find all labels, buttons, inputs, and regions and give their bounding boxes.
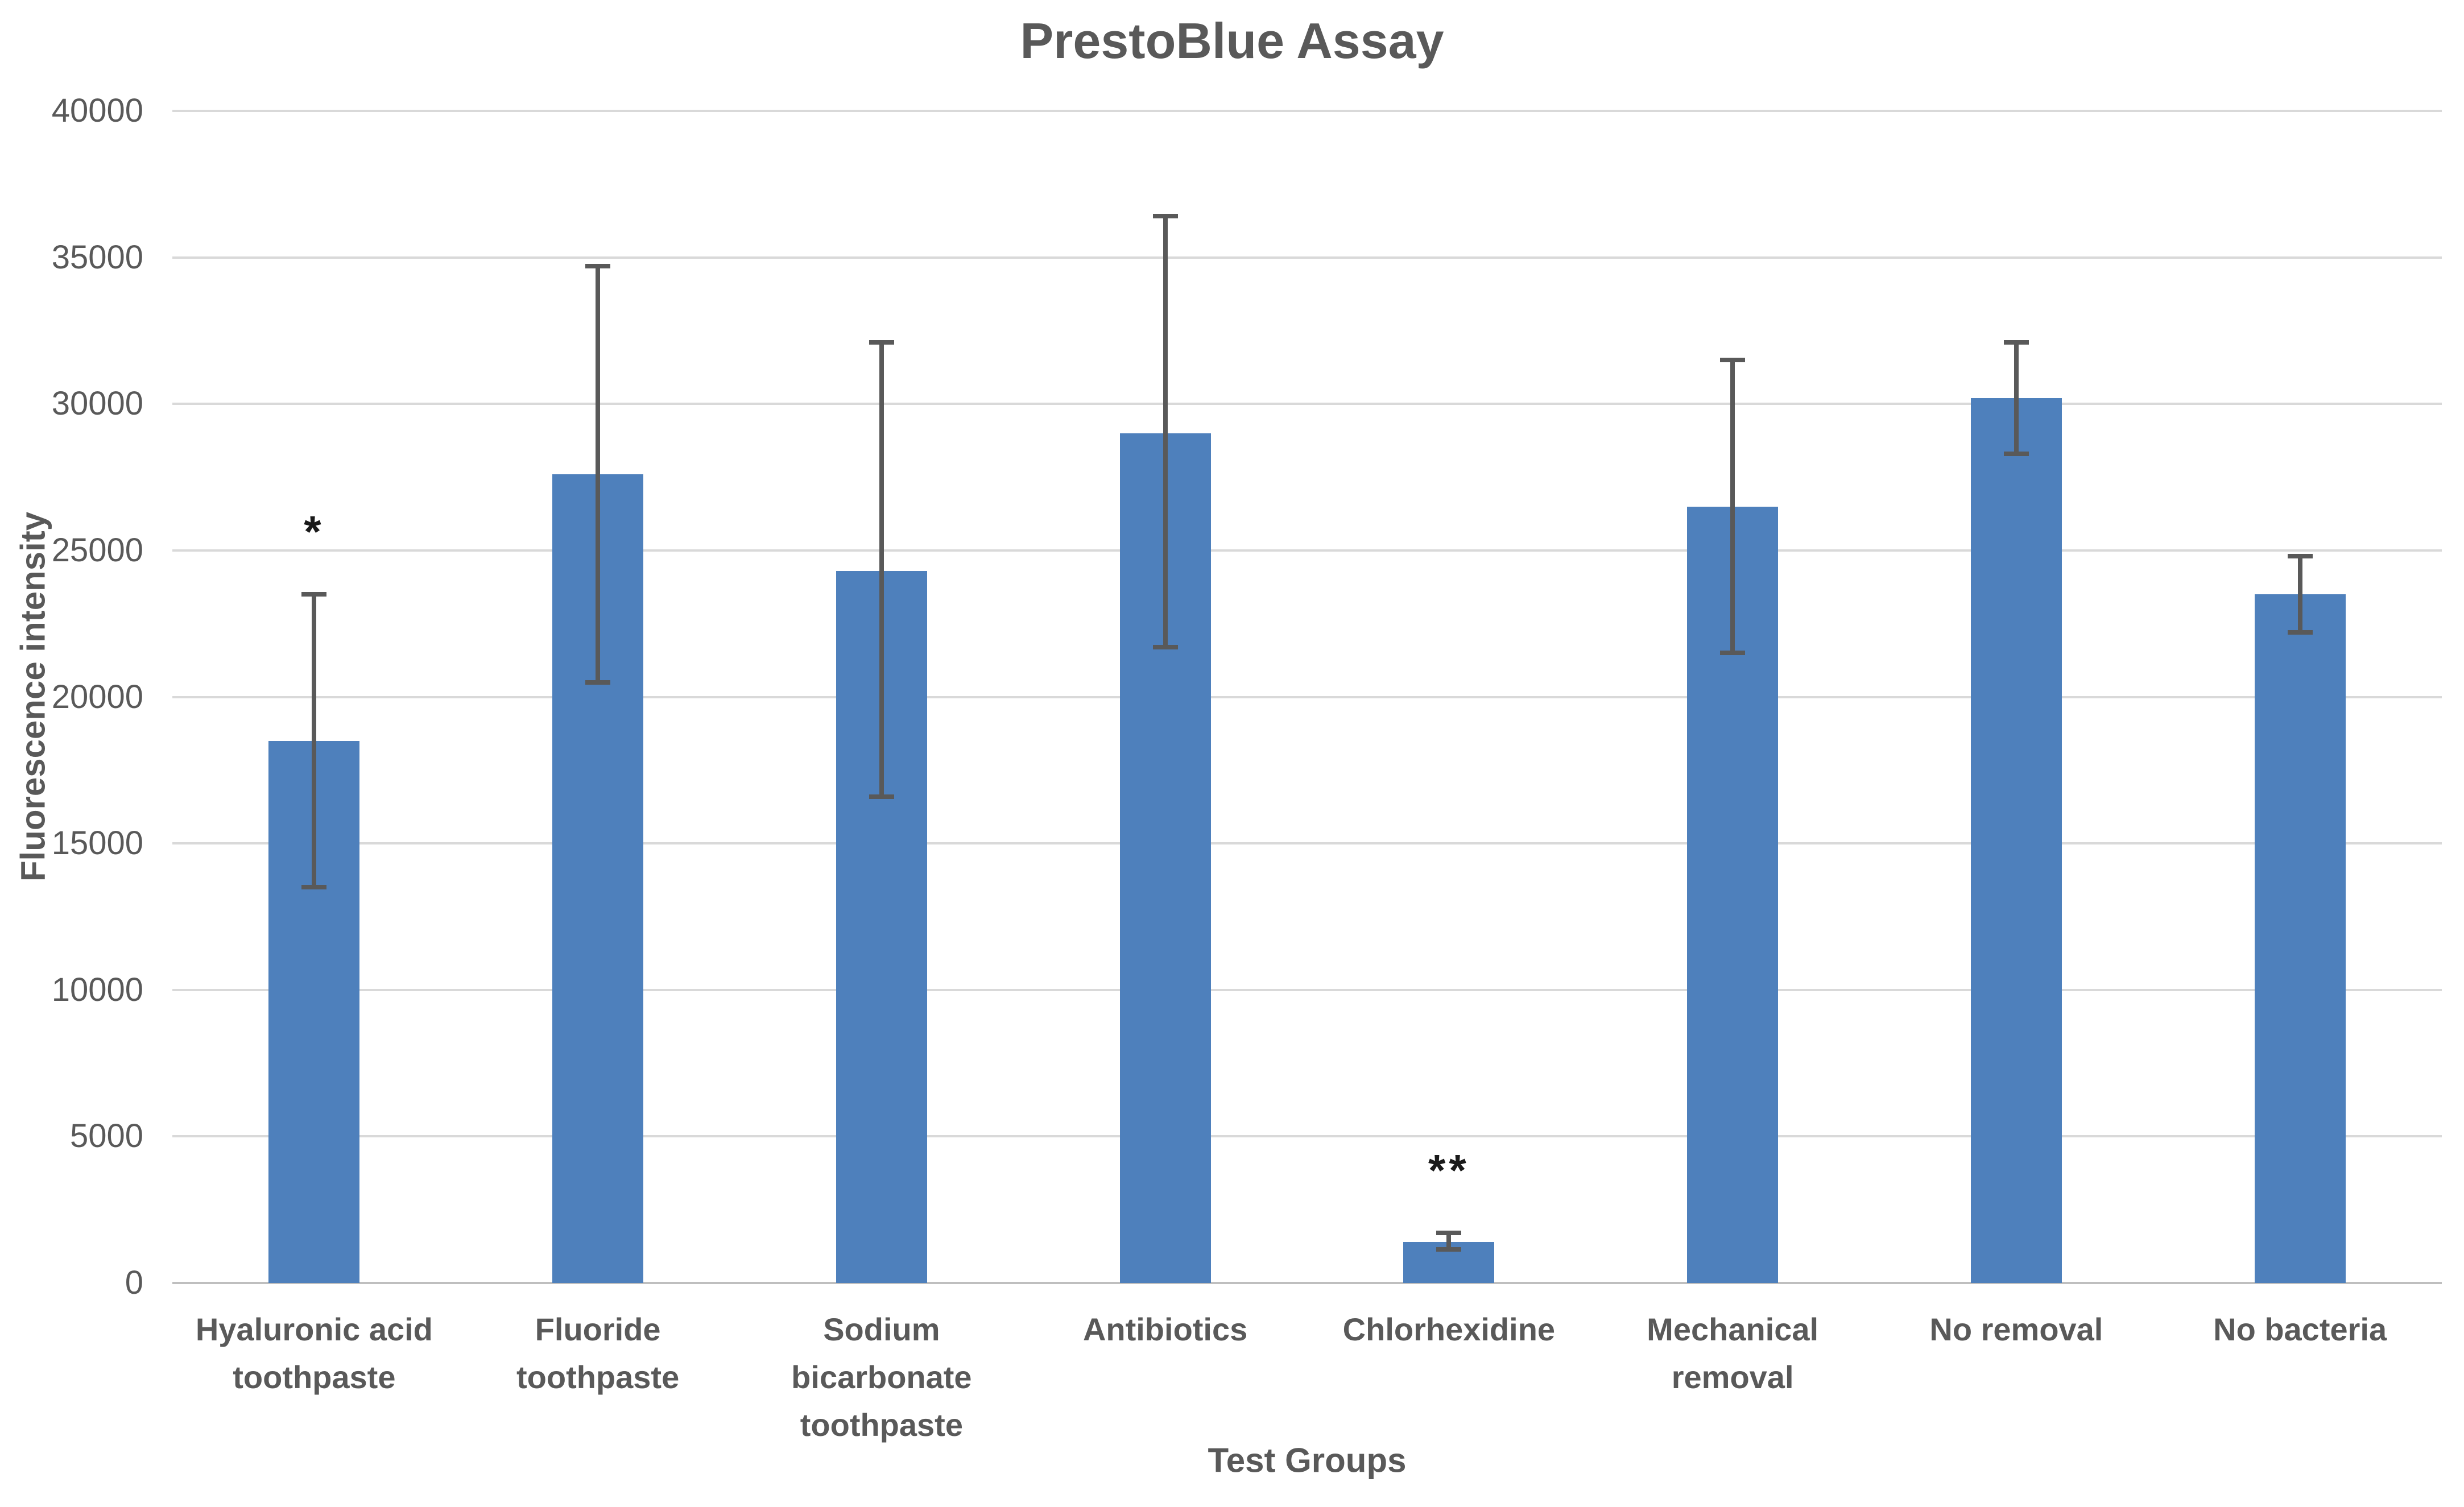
x-axis-baseline xyxy=(172,1282,2442,1284)
error-bar-cap-bottom xyxy=(585,680,611,685)
gridline xyxy=(172,1135,2442,1138)
gridline xyxy=(172,549,2442,552)
error-bar-cap-top xyxy=(585,264,611,269)
gridline xyxy=(172,842,2442,845)
bar xyxy=(2254,594,2346,1283)
error-bar-cap-top xyxy=(1720,357,1746,362)
bar xyxy=(1970,398,2062,1283)
error-bar-line xyxy=(1163,216,1168,647)
error-bar-cap-top xyxy=(1152,214,1178,219)
x-axis-title: Test Groups xyxy=(1208,1441,1407,1480)
significance-annotation: ** xyxy=(1428,1145,1470,1195)
error-bar-line xyxy=(1730,359,1735,653)
y-tick-label: 5000 xyxy=(69,1117,143,1155)
category-label: Hyaluronic acid toothpaste xyxy=(195,1311,433,1395)
error-bar-line xyxy=(2014,342,2019,454)
gridline xyxy=(172,403,2442,405)
category-label: No bacteria xyxy=(2213,1311,2387,1347)
error-bar-cap-top xyxy=(301,592,327,597)
category-label: Fluoride toothpaste xyxy=(516,1311,680,1395)
category-label: Chlorhexidine xyxy=(1342,1311,1556,1347)
gridline xyxy=(172,256,2442,259)
y-tick-label: 15000 xyxy=(51,825,143,862)
category-label: Mechanical removal xyxy=(1647,1311,1819,1395)
error-bar-cap-top xyxy=(869,340,894,345)
y-tick-label: 30000 xyxy=(51,385,143,423)
gridline xyxy=(172,110,2442,112)
gridline xyxy=(172,695,2442,698)
error-bar-line xyxy=(879,342,884,797)
error-bar-cap-bottom xyxy=(1720,651,1746,656)
error-bar-line xyxy=(1446,1233,1452,1249)
y-tick-label: 40000 xyxy=(51,92,143,129)
error-bar-cap-bottom xyxy=(2003,451,2029,456)
y-tick-label: 25000 xyxy=(51,531,143,569)
error-bar-cap-top xyxy=(2003,340,2029,345)
error-bar-cap-top xyxy=(2287,554,2313,559)
error-bar-line xyxy=(2297,556,2302,633)
error-bar-cap-bottom xyxy=(2287,630,2313,635)
y-tick-label: 20000 xyxy=(51,678,143,715)
error-bar-cap-bottom xyxy=(1436,1247,1462,1252)
significance-annotation: * xyxy=(304,506,325,557)
y-tick-label: 10000 xyxy=(51,971,143,1008)
error-bar-cap-top xyxy=(1436,1231,1462,1236)
error-bar-cap-bottom xyxy=(869,794,894,799)
category-label: Antibiotics xyxy=(1082,1311,1248,1347)
category-label: Sodium bicarbonate toothpaste xyxy=(791,1311,972,1443)
error-bar-cap-bottom xyxy=(1152,644,1178,649)
gridline xyxy=(172,988,2442,991)
error-bar-line xyxy=(312,594,317,888)
category-label: No removal xyxy=(1929,1311,2103,1347)
error-bar-line xyxy=(596,266,601,682)
error-bar-cap-bottom xyxy=(301,885,327,890)
y-tick-label: 0 xyxy=(125,1264,143,1301)
chart-title: PrestoBlue Assay xyxy=(1020,13,1444,69)
y-tick-label: 35000 xyxy=(51,238,143,276)
